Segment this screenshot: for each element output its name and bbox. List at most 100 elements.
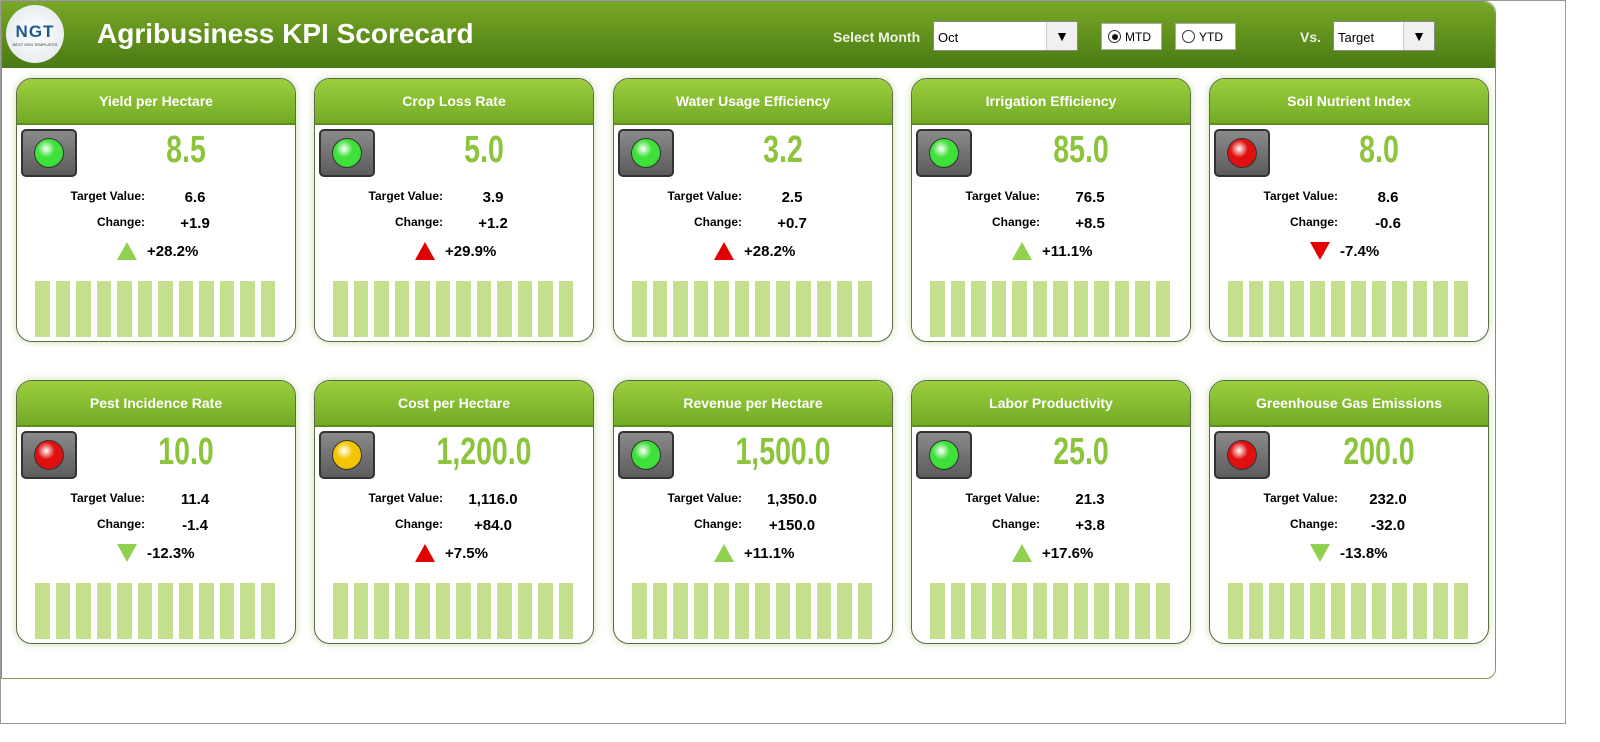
kpi-title: Revenue per Hectare [614, 381, 892, 427]
bar [35, 281, 50, 337]
target-label: Target Value: [368, 189, 443, 203]
status-light-icon [631, 138, 661, 168]
kpi-value: 8.5 [166, 129, 206, 171]
traffic-light [319, 129, 375, 177]
target-label: Target Value: [965, 491, 1040, 505]
bar [837, 281, 852, 337]
arrow-up-icon [117, 242, 137, 260]
arrow-up-icon [1012, 242, 1032, 260]
bar [1392, 583, 1407, 639]
change-percent: +28.2% [714, 242, 795, 260]
target-label: Target Value: [70, 491, 145, 505]
bar [714, 281, 729, 337]
bar [734, 281, 749, 337]
window-frame [0, 0, 1566, 724]
bar [333, 281, 348, 337]
chevron-down-icon[interactable]: ▼ [1403, 22, 1434, 50]
target-label: Target Value: [368, 491, 443, 505]
bar [755, 583, 770, 639]
bar [117, 583, 132, 639]
bar [476, 281, 491, 337]
change-value: +3.8 [1075, 517, 1105, 534]
bar-decoration [333, 583, 573, 639]
change-label: Change: [992, 215, 1040, 229]
chevron-down-icon[interactable]: ▼ [1046, 22, 1077, 50]
month-label: Select Month [833, 29, 921, 45]
bar-decoration [1228, 583, 1468, 639]
bar [199, 583, 214, 639]
bar [950, 281, 965, 337]
bar [1453, 281, 1468, 337]
bar [1412, 583, 1427, 639]
bar-decoration [632, 281, 872, 337]
change-percent: -13.8% [1310, 544, 1388, 562]
kpi-title: Greenhouse Gas Emissions [1210, 381, 1488, 427]
bar [374, 583, 389, 639]
status-light-icon [332, 440, 362, 470]
kpi-value: 1,500.0 [735, 431, 831, 473]
bar-decoration [930, 281, 1170, 337]
change-percent: +28.2% [117, 242, 198, 260]
bar [219, 583, 234, 639]
kpi-card: Greenhouse Gas Emissions 200.0 Target Va… [1209, 380, 1489, 644]
page-title: Agribusiness KPI Scorecard [97, 18, 474, 49]
traffic-light [618, 129, 674, 177]
bar [435, 281, 450, 337]
logo-text: NGT [15, 21, 55, 41]
logo-subtext: NEXT GEN TEMPLATES [12, 41, 58, 47]
bar [1289, 281, 1304, 337]
bar [1433, 281, 1448, 337]
bar [558, 583, 573, 639]
traffic-light [916, 129, 972, 177]
bar [137, 583, 152, 639]
bar [517, 583, 532, 639]
dashboard-panel: NGT NEXT GEN TEMPLATES Agribusiness KPI S… [1, 1, 1496, 679]
bar [1094, 281, 1109, 337]
change-value: +0.7 [777, 215, 807, 232]
percent-value: -7.4% [1340, 242, 1380, 260]
traffic-light [916, 431, 972, 479]
bar [1248, 583, 1263, 639]
mtd-radio[interactable]: MTD [1101, 23, 1162, 50]
bar [857, 281, 872, 337]
kpi-card: Irrigation Efficiency 85.0 Target Value:… [911, 78, 1191, 342]
bar [971, 281, 986, 337]
bar [632, 583, 647, 639]
bar [96, 281, 111, 337]
bar-decoration [333, 281, 573, 337]
status-light-icon [332, 138, 362, 168]
change-label: Change: [694, 215, 742, 229]
bar [158, 583, 173, 639]
bar [991, 281, 1006, 337]
change-value: +1.9 [180, 215, 210, 232]
vs-select[interactable]: Target ▼ [1333, 21, 1435, 51]
kpi-card: Soil Nutrient Index 8.0 Target Value: 8.… [1209, 78, 1489, 342]
change-label: Change: [395, 215, 443, 229]
kpi-card: Yield per Hectare 8.5 Target Value: 6.6 … [16, 78, 296, 342]
bar [55, 281, 70, 337]
bar [353, 281, 368, 337]
bar [1371, 583, 1386, 639]
kpi-card: Pest Incidence Rate 10.0 Target Value: 1… [16, 380, 296, 644]
bar [816, 583, 831, 639]
header-bar: NGT NEXT GEN TEMPLATES Agribusiness KPI S… [2, 2, 1495, 68]
kpi-value: 5.0 [464, 129, 504, 171]
bar [1053, 281, 1068, 337]
change-value: -32.0 [1370, 517, 1406, 534]
bar [117, 281, 132, 337]
bar [1228, 281, 1243, 337]
change-value: +84.0 [474, 517, 512, 534]
status-light-icon [631, 440, 661, 470]
month-select[interactable]: Oct ▼ [933, 21, 1078, 51]
target-value: 232.0 [1369, 491, 1407, 508]
bar [517, 281, 532, 337]
target-value: 2.5 [781, 189, 803, 206]
traffic-light [1214, 431, 1270, 479]
bar [137, 281, 152, 337]
status-light-icon [929, 440, 959, 470]
bar [714, 583, 729, 639]
ytd-radio[interactable]: YTD [1175, 23, 1236, 50]
bar [260, 583, 275, 639]
bar [1433, 583, 1448, 639]
kpi-value: 200.0 [1343, 431, 1415, 473]
